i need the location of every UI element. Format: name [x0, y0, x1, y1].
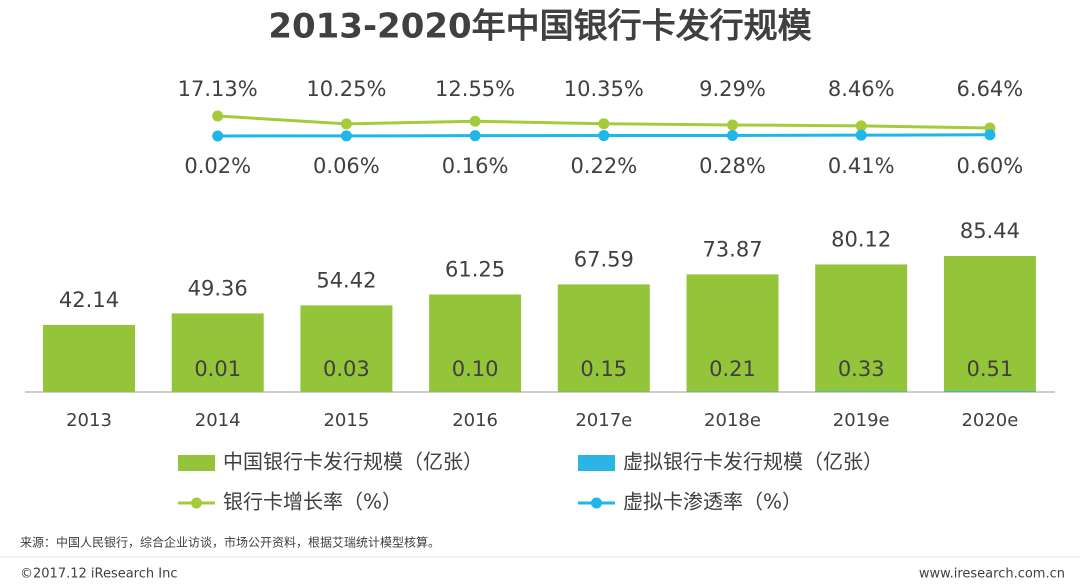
bar-value-label: 67.59	[574, 247, 634, 271]
line-point	[212, 130, 224, 142]
legend-swatch	[178, 455, 215, 471]
bar	[815, 264, 908, 392]
line-value-label: 0.16%	[442, 154, 509, 178]
legend-swatch-dot	[591, 497, 602, 509]
source-note: 来源：中国人民银行，综合企业访谈，市场公开资料，根据艾瑞统计模型核算。	[20, 535, 440, 550]
bar	[686, 274, 779, 392]
chart-title: 2013-2020年中国银行卡发行规模	[268, 7, 811, 47]
legend-swatch-dot	[191, 497, 202, 509]
line-point	[727, 119, 738, 131]
bar-value-label: 80.12	[831, 227, 891, 251]
bar-value-label: 85.44	[960, 219, 1020, 243]
legend-label: 虚拟银行卡发行规模（亿张）	[623, 450, 883, 474]
line-point	[984, 129, 996, 141]
bar-value-label: 49.36	[188, 276, 248, 300]
line-point	[598, 130, 610, 142]
bar-value-label: 42.14	[59, 288, 119, 312]
line-value-label: 0.28%	[699, 154, 766, 178]
bar-value-label: 0.21	[709, 357, 756, 381]
legend-label: 虚拟卡渗透率（%）	[623, 490, 802, 514]
line-value-label: 9.29%	[699, 77, 766, 101]
bar-value-label: 0.51	[967, 357, 1014, 381]
line-point	[469, 130, 481, 142]
x-tick-label: 2020e	[961, 410, 1018, 431]
bar-value-label: 54.42	[316, 268, 376, 292]
bar	[43, 324, 135, 392]
bar-value-label: 61.25	[445, 257, 505, 281]
x-tick-label: 2015	[323, 410, 369, 431]
line-value-label: 10.35%	[564, 77, 644, 101]
line-value-label: 0.02%	[184, 154, 251, 178]
legend-label: 银行卡增长率（%）	[223, 490, 402, 514]
line-value-label: 10.25%	[306, 77, 386, 101]
x-tick-label: 2013	[66, 410, 112, 431]
line-value-label: 0.06%	[313, 154, 380, 178]
bar-value-label: 0.01	[194, 357, 241, 381]
line-point	[855, 120, 867, 132]
line-value-label: 12.55%	[435, 77, 515, 101]
line-point	[727, 129, 738, 141]
bar-value-label: 0.10	[452, 357, 499, 381]
legend-label: 中国银行卡发行规模（亿张）	[223, 450, 483, 474]
line-value-label: 6.64%	[957, 77, 1024, 101]
bar-value-label: 0.03	[323, 357, 370, 381]
line-value-label: 0.22%	[570, 154, 637, 178]
line-value-label: 0.41%	[828, 154, 895, 178]
line-value-label: 0.60%	[957, 154, 1024, 178]
line-point	[598, 118, 610, 130]
x-tick-label: 2018e	[704, 410, 761, 431]
bar-value-label: 73.87	[702, 237, 762, 261]
legend-swatch	[578, 455, 615, 471]
bar	[429, 294, 522, 392]
x-tick-label: 2017e	[575, 410, 632, 431]
line-point	[340, 118, 352, 130]
bar	[943, 391, 1036, 392]
line-point	[469, 115, 481, 127]
bar	[557, 284, 650, 392]
copyright: ©2017.12 iResearch Inc	[20, 567, 178, 582]
bar	[815, 391, 908, 392]
line-point	[340, 130, 352, 142]
bar	[943, 255, 1036, 392]
x-tick-label: 2016	[452, 410, 498, 431]
line-point	[212, 110, 224, 122]
bar	[300, 305, 393, 392]
line-value-label: 17.13%	[178, 77, 258, 101]
bar-value-label: 0.33	[838, 357, 885, 381]
line-value-label: 8.46%	[828, 77, 895, 101]
website: www.iresearch.com.cn	[919, 567, 1065, 582]
bar-value-label: 0.15	[580, 357, 627, 381]
bar	[171, 313, 264, 392]
line-point	[855, 129, 867, 141]
x-tick-label: 2019e	[833, 410, 890, 431]
x-tick-label: 2014	[195, 410, 241, 431]
